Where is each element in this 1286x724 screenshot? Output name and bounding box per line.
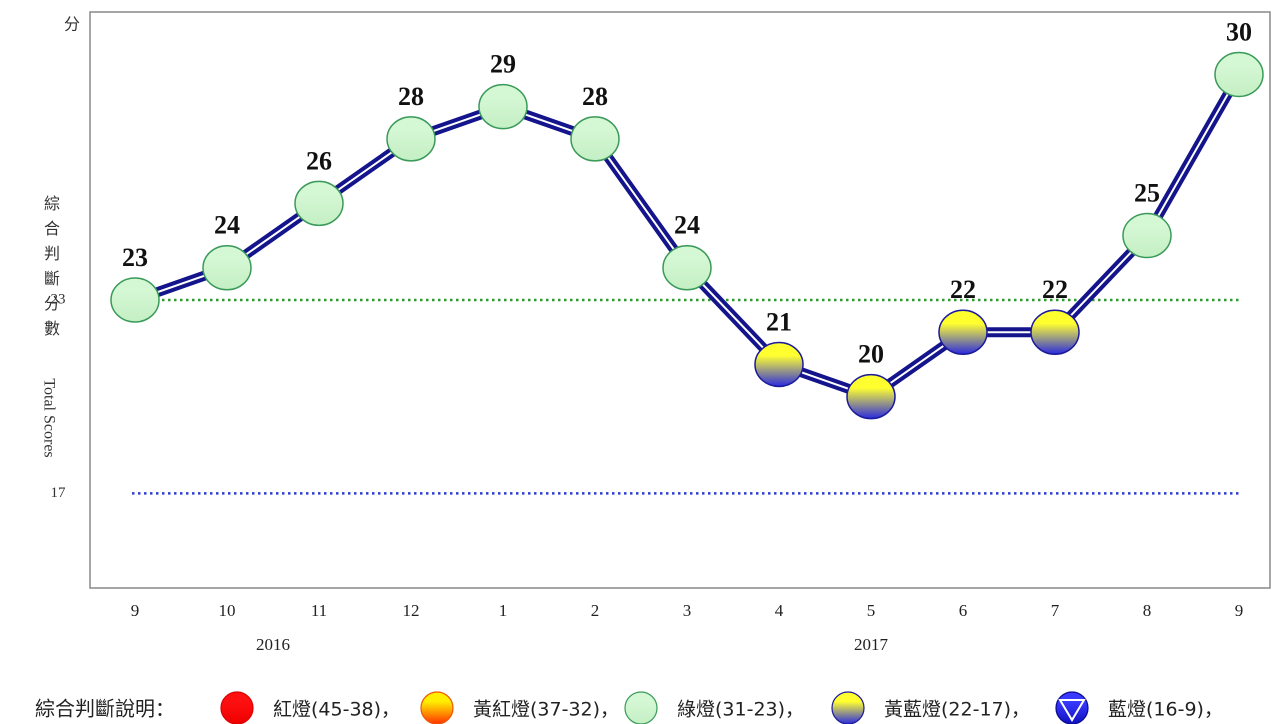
data-label: 25: [1134, 179, 1160, 208]
x-tick-label: 9: [1235, 601, 1244, 620]
marker: [386, 116, 436, 162]
legend-label: 綠燈(31-23)，: [677, 699, 804, 721]
legend-label: 黃藍燈(22-17)，: [884, 699, 1030, 721]
legend-swatch-icon: [1058, 699, 1086, 722]
data-label: 28: [398, 82, 424, 111]
x-tick-label: 7: [1051, 601, 1060, 620]
x-tick-label: 5: [867, 601, 876, 620]
marker: [294, 180, 344, 227]
legend-swatch: [420, 691, 454, 724]
y-unit: 分: [64, 15, 80, 34]
data-label: 22: [1042, 275, 1068, 304]
x-tick-label: 9: [131, 601, 140, 620]
y-tick-label: 17: [51, 485, 67, 501]
data-label: 22: [950, 275, 976, 304]
legend-label: 黃紅燈(37-32)，: [473, 699, 619, 721]
x-tick-label: 8: [1143, 601, 1152, 620]
marker: [570, 116, 620, 162]
x-tick-label: 3: [683, 601, 692, 620]
marker: [110, 277, 160, 323]
plot-frame: [89, 11, 1271, 589]
x-tick-label: 4: [775, 601, 784, 620]
x-tick-label: 12: [403, 601, 420, 620]
legend-title: 綜合判斷說明：: [35, 697, 175, 721]
legend-label: 紅燈(45-38)，: [273, 699, 400, 721]
x-group-label: 2016: [256, 635, 290, 654]
data-label: 24: [674, 211, 700, 240]
data-label: 24: [214, 211, 240, 240]
marker: [478, 83, 528, 130]
x-tick-label: 6: [959, 601, 968, 620]
data-label: 21: [766, 307, 792, 336]
legend-swatch: [831, 691, 865, 724]
marker: [846, 373, 896, 420]
data-label: 20: [858, 340, 884, 369]
marker: [938, 309, 988, 355]
data-label: 23: [122, 243, 148, 272]
marker: [1214, 51, 1264, 98]
marker: [754, 341, 804, 388]
x-tick-label: 10: [219, 601, 236, 620]
x-tick-label: 11: [311, 601, 327, 620]
x-tick-label: 1: [499, 601, 508, 620]
legend-swatch: [624, 691, 658, 724]
x-tick-label: 2: [591, 601, 600, 620]
marker: [662, 245, 712, 291]
marker: [1122, 212, 1172, 259]
y-tick-label: 23: [51, 291, 66, 307]
marker: [1030, 309, 1080, 355]
data-label: 30: [1226, 17, 1252, 46]
x-group-label: 2017: [854, 635, 889, 654]
legend-swatch: [220, 691, 254, 724]
marker: [202, 245, 252, 291]
data-label: 29: [490, 50, 516, 79]
y-axis-title-en: Total Scores: [40, 378, 57, 457]
y-axis-title: 綜合判斷分數: [41, 195, 60, 345]
data-label: 26: [306, 146, 332, 175]
legend-label: 藍燈(16-9)，: [1108, 699, 1223, 721]
data-label: 28: [582, 82, 608, 111]
